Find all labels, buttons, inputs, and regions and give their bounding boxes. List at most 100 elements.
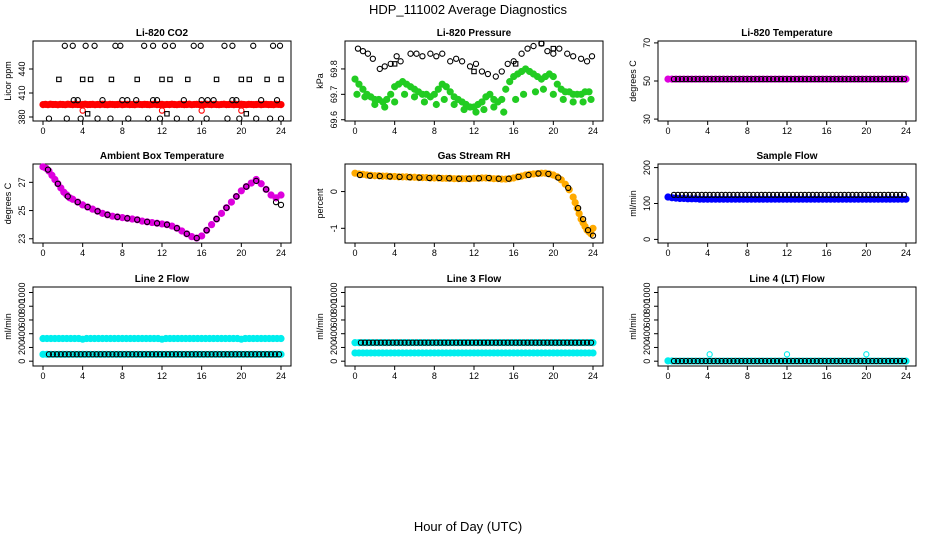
data-point: [169, 42, 177, 49]
data-point: [556, 339, 563, 346]
data-point: [869, 75, 876, 83]
data-point: [583, 339, 591, 346]
data-point: [861, 357, 868, 365]
series-1: [664, 193, 910, 203]
data-point: [678, 75, 686, 83]
data-point: [163, 221, 171, 228]
data-point: [585, 88, 593, 96]
data-point: [589, 349, 597, 357]
data-point: [210, 97, 217, 104]
data-point: [468, 339, 476, 346]
data-point: [425, 339, 432, 346]
data-point: [113, 351, 120, 358]
data-point: [416, 174, 423, 181]
plot-frame: [657, 286, 917, 367]
data-point: [107, 115, 114, 122]
data-point: [478, 98, 486, 106]
data-point: [223, 204, 230, 211]
data-point: [579, 215, 587, 223]
x-tick-label: 20: [236, 371, 246, 381]
data-point: [397, 339, 404, 346]
data-point: [888, 191, 896, 199]
y-tick-label: 0: [642, 237, 652, 242]
data-point: [754, 75, 761, 83]
x-tick-label: 20: [861, 126, 871, 136]
data-point: [670, 357, 678, 365]
data-point: [512, 339, 519, 346]
data-point: [224, 115, 231, 122]
data-point: [524, 45, 531, 52]
data-point: [198, 107, 205, 114]
data-point: [89, 351, 96, 358]
data-point: [63, 115, 70, 122]
data-point: [587, 95, 595, 104]
chart-panel-4: Ambient Box Temperature degrees C 0 4 8 12 16 2…: [3, 151, 292, 258]
data-point: [678, 357, 686, 365]
data-point: [229, 42, 236, 49]
data-point: [53, 351, 61, 358]
data-point: [140, 351, 148, 358]
series-1: [351, 65, 593, 111]
data-point: [575, 339, 583, 346]
x-tick-label: 24: [901, 371, 911, 381]
data-point: [419, 53, 426, 60]
data-point: [273, 97, 281, 104]
data-point: [678, 191, 686, 199]
data-point: [57, 351, 64, 358]
data-point: [74, 97, 81, 104]
data-point: [85, 351, 92, 358]
y-tick-label: 380: [17, 109, 27, 124]
data-point: [809, 357, 816, 365]
chart-panel-9: Line 4 (LT) Flow ml/min 0 4 8 12 16 20 24 0 200400…: [628, 274, 917, 381]
x-tick-label: 4: [705, 371, 710, 381]
data-point: [61, 42, 68, 49]
data-point: [220, 351, 227, 358]
data-point: [686, 357, 693, 365]
x-tick-label: 12: [469, 371, 479, 381]
data-point: [561, 180, 569, 188]
x-tick-label: 24: [276, 126, 286, 136]
data-point: [536, 339, 543, 346]
data-point: [896, 191, 904, 199]
data-point: [109, 351, 116, 358]
data-point: [813, 357, 820, 365]
data-point: [445, 339, 452, 346]
data-point: [465, 175, 473, 182]
panel-title: Gas Stream RH: [438, 151, 511, 162]
data-point: [471, 68, 477, 75]
data-point: [99, 97, 106, 104]
data-point: [236, 351, 243, 358]
data-point: [168, 351, 176, 358]
data-point: [371, 100, 379, 109]
data-point: [426, 174, 433, 182]
data-point: [237, 187, 245, 195]
data-point: [564, 50, 571, 57]
data-point: [841, 357, 848, 365]
data-point: [505, 175, 512, 182]
data-point: [458, 58, 466, 65]
data-point: [243, 111, 250, 117]
data-point: [722, 75, 729, 83]
data-point: [738, 191, 745, 199]
data-point: [892, 357, 900, 365]
data-point: [376, 65, 383, 73]
data-point: [49, 351, 57, 358]
data-point: [277, 101, 285, 109]
data-point: [773, 357, 781, 365]
data-point: [275, 351, 283, 358]
data-point: [61, 351, 68, 358]
data-point: [472, 60, 480, 68]
series-2: [44, 166, 285, 242]
data-point: [450, 100, 458, 109]
data-point: [105, 351, 112, 358]
data-point: [564, 339, 571, 346]
data-point: [769, 75, 777, 83]
data-point: [410, 93, 419, 101]
data-point: [773, 75, 781, 83]
data-point: [455, 175, 463, 182]
data-point: [702, 75, 709, 83]
data-point: [718, 75, 725, 83]
data-point: [466, 63, 474, 70]
data-point: [682, 357, 689, 365]
data-point: [833, 191, 840, 199]
